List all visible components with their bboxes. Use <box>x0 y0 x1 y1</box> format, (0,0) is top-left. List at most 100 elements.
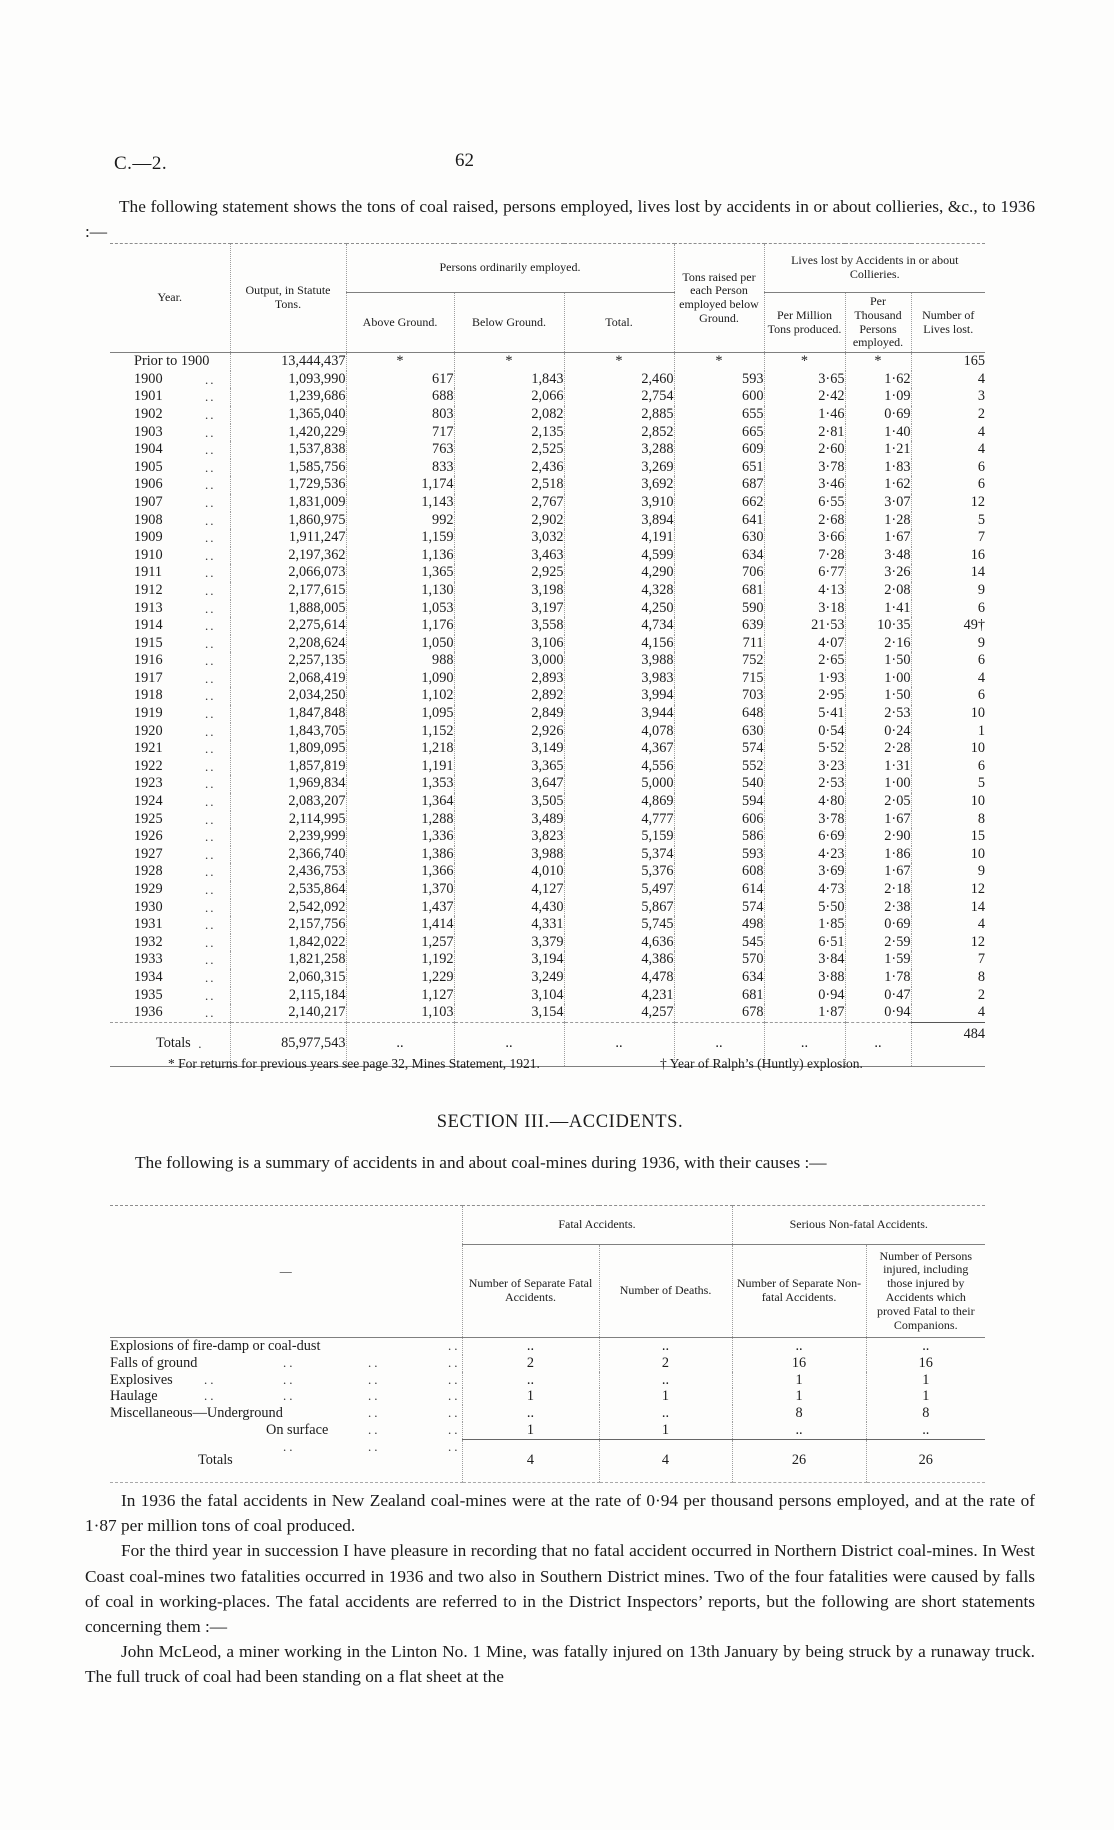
year-label: 1928 <box>134 863 163 880</box>
leader-dots: .. <box>205 371 216 387</box>
leader-dots: .. <box>205 723 216 739</box>
year-label: 1921 <box>134 740 163 757</box>
value-cell: 2,525 <box>453 441 564 459</box>
value-cell: 3,983 <box>563 669 674 688</box>
leader-dots: .. <box>205 618 216 634</box>
totals-label: Totals <box>156 1035 191 1052</box>
year-cell: 1936.. <box>110 1004 230 1022</box>
value-cell: 6 <box>910 652 986 670</box>
cause-label: Totals <box>198 1452 233 1469</box>
year-cell: 1916.. <box>110 652 230 670</box>
value-cell: 2,135 <box>453 423 564 442</box>
output-table-row: 1936.. 2,140,217 1,103 3,154 4,257 678 1·87 0·9… <box>110 1004 986 1023</box>
output-table-row: 1918.. 2,034,250 1,102 2,892 3,994 703 2·95 1·5… <box>110 687 986 706</box>
value-cell: 4,328 <box>563 581 674 600</box>
value-cell: 1·09 <box>844 388 911 406</box>
value-cell: 2·59 <box>844 933 911 952</box>
output-table-body: Prior to 1900 13,444,437 * * * * * * 165 1900.. 1,… <box>110 352 986 1067</box>
year-label: 1912 <box>134 581 163 598</box>
count-cell: .. <box>731 1421 867 1440</box>
leader-dots: .. <box>205 758 216 774</box>
value-cell: 1,843,705 <box>229 722 346 741</box>
value-cell: 1·21 <box>844 441 911 459</box>
value-cell: 1,176 <box>345 617 454 635</box>
value-cell: 8 <box>910 968 986 987</box>
count-cell: 2 <box>461 1354 599 1372</box>
value-cell: 9 <box>910 863 986 881</box>
leader-dots: .. <box>205 424 216 440</box>
col-group-persons-employed: Persons ordinarily employed. <box>345 243 674 293</box>
value-cell: 2,157,756 <box>229 916 346 934</box>
output-table-row: 1917.. 2,068,419 1,090 2,893 3,983 715 1·93 1·0… <box>110 669 986 688</box>
count-cell: 8 <box>731 1405 867 1422</box>
value-cell: 12 <box>910 881 986 899</box>
value-cell: 3,154 <box>453 1004 564 1023</box>
year-label: 1929 <box>134 881 163 897</box>
value-cell: * <box>844 352 911 371</box>
value-cell: 6 <box>910 687 986 706</box>
value-cell: 6·55 <box>763 493 845 512</box>
year-cell: 1903.. <box>110 424 230 442</box>
value-cell: 606 <box>673 810 764 829</box>
value-cell: 2·53 <box>844 705 911 723</box>
value-cell: 2·68 <box>763 511 845 530</box>
leader-dots: .. <box>448 1354 461 1370</box>
value-cell: 1,365 <box>345 564 454 582</box>
year-label: 1906 <box>134 476 163 493</box>
value-cell: 1,888,005 <box>229 599 346 618</box>
count-cell: 1 <box>731 1371 867 1389</box>
leader-dots: .. <box>205 776 216 792</box>
col-header-tons-raised: Tons raised per each Person employed bel… <box>673 243 764 354</box>
value-cell: 1·41 <box>844 599 911 618</box>
value-cell: 21·53 <box>763 617 845 635</box>
value-cell: 1·46 <box>763 405 845 424</box>
totals-lives-lost-cell: 484 <box>910 1021 986 1067</box>
value-cell: 1,143 <box>345 493 454 512</box>
col-header-year: Year. <box>110 243 230 354</box>
output-table-row: 1925.. 2,114,995 1,288 3,489 4,777 606 3·78 1·6… <box>110 810 986 829</box>
year-label: 1908 <box>134 511 163 528</box>
leader-dots: .. <box>205 864 216 880</box>
leader-dots: .. <box>205 459 216 475</box>
value-cell: 2,208,624 <box>229 634 346 653</box>
value-cell: 2,542,092 <box>229 898 346 917</box>
value-cell: 2,066 <box>453 388 564 406</box>
year-cell: 1927.. <box>110 846 230 864</box>
value-cell: 3,000 <box>453 652 564 670</box>
value-cell: 2,257,135 <box>229 652 346 670</box>
output-table-row: 1924.. 2,083,207 1,364 3,505 4,869 594 4·80 2·0… <box>110 793 986 811</box>
value-cell: 988 <box>345 652 454 670</box>
year-label: 1913 <box>134 599 163 616</box>
count-cell: .. <box>598 1405 733 1422</box>
year-label: 1914 <box>134 617 163 634</box>
value-cell: 617 <box>345 370 454 389</box>
value-cell: 2,115,184 <box>229 986 346 1005</box>
value-cell: 3,365 <box>453 757 564 776</box>
value-cell: 1·78 <box>844 968 911 987</box>
value-cell: 5·41 <box>763 705 845 723</box>
output-table-row: 1922.. 1,857,819 1,191 3,365 4,556 552 3·23 1·3… <box>110 757 986 776</box>
value-cell: 593 <box>673 370 764 389</box>
doc-reference: C.—2. <box>114 153 168 174</box>
value-cell: 6 <box>910 757 986 776</box>
totals-blank-cell: .. <box>453 1021 564 1067</box>
value-cell: 3,379 <box>453 933 564 952</box>
year-label: 1910 <box>134 546 163 563</box>
count-cell: .. <box>461 1371 599 1389</box>
body-paragraphs: In 1936 the fatal accidents in New Zeala… <box>85 1488 1035 1690</box>
value-cell: 2·05 <box>844 793 911 811</box>
value-cell: 1,257 <box>345 933 454 952</box>
value-cell: 1·62 <box>844 370 911 389</box>
value-cell: 648 <box>673 705 764 723</box>
value-cell: 1,847,848 <box>229 705 346 723</box>
value-cell: 3·65 <box>763 370 845 389</box>
year-cell: 1902.. <box>110 406 230 424</box>
value-cell: 1,174 <box>345 476 454 494</box>
count-cell: 2 <box>598 1354 733 1372</box>
leader-dots: .. <box>283 1371 296 1387</box>
value-cell: 2·65 <box>763 652 845 670</box>
output-table-row: 1932.. 1,842,022 1,257 3,379 4,636 545 6·51 2·5… <box>110 933 986 952</box>
value-cell: 0·47 <box>844 986 911 1005</box>
accidents-table-row: Haulage........ 1 1 1 1 <box>110 1388 986 1406</box>
count-cell: .. <box>865 1337 986 1355</box>
